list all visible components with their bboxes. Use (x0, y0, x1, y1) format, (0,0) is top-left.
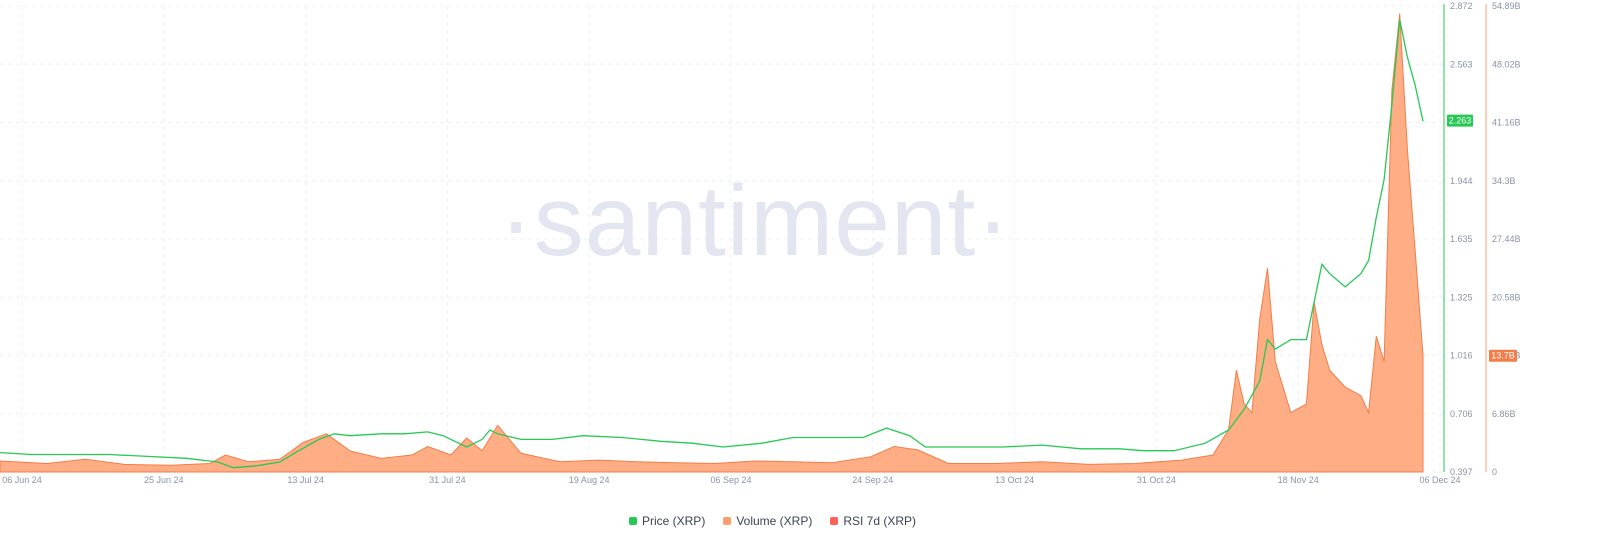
x-tick-label: 06 Dec 24 (1419, 475, 1460, 485)
legend-item-volume[interactable]: Volume (XRP) (723, 514, 812, 528)
volume-tick-label: 6.86B (1492, 409, 1516, 419)
volume-area (0, 13, 1424, 473)
price-tick-label: 1.944 (1450, 176, 1473, 186)
price-tick-label: 0.397 (1450, 467, 1473, 477)
watermark: ·santiment· (499, 165, 1010, 277)
x-tick-label: 31 Jul 24 (429, 475, 466, 485)
x-tick-label: 18 Nov 24 (1278, 475, 1319, 485)
price-series (0, 19, 1424, 469)
volume-badge-label: 13.7B (1491, 351, 1515, 361)
price-tick-label: 1.635 (1450, 234, 1473, 244)
price-line (0, 19, 1424, 469)
price-tick-label: 0.706 (1450, 409, 1473, 419)
x-tick-label: 19 Aug 24 (569, 475, 610, 485)
x-tick-label: 31 Oct 24 (1137, 475, 1176, 485)
price-badge (1447, 114, 1473, 127)
price-tick-label: 2.563 (1450, 59, 1473, 69)
volume-tick-label: 48.02B (1492, 59, 1521, 69)
x-tick-label: 25 Jun 24 (144, 475, 184, 485)
price-tick-label: 1.016 (1450, 351, 1473, 361)
x-tick-label: 24 Sep 24 (852, 475, 893, 485)
x-tick-label: 13 Oct 24 (995, 475, 1034, 485)
x-tick-label: 13 Jul 24 (287, 475, 324, 485)
volume-series (0, 13, 1424, 473)
price-tick-label: 2.872 (1450, 1, 1473, 11)
x-tick-label: 06 Sep 24 (710, 475, 751, 485)
chart-canvas: ·santiment· 2.87254.89B2.56348.02B2.2544… (0, 1, 1521, 485)
x-tick-label: 06 Jun 24 (2, 475, 42, 485)
legend-label-price: Price (XRP) (641, 514, 706, 528)
volume-tick-label: 0 (1492, 467, 1497, 477)
volume-badge (1489, 349, 1517, 362)
legend-label-volume: Volume (XRP) (736, 514, 813, 528)
legend-swatch-volume (723, 517, 732, 525)
legend-item-rsi[interactable]: RSI 7d (XRP) (830, 514, 916, 528)
volume-tick-label: 34.3B (1492, 176, 1516, 186)
legend-label-rsi: RSI 7d (XRP) (843, 514, 917, 528)
legend-swatch-price (628, 517, 637, 525)
volume-tick-label: 41.16B (1492, 118, 1521, 128)
legend: Price (XRP) Volume (XRP) RSI 7d (XRP) (0, 514, 1545, 528)
volume-tick-label: 27.44B (1492, 234, 1521, 244)
volume-tick-label: 20.58B (1492, 292, 1521, 302)
legend-swatch-rsi (830, 517, 839, 525)
volume-tick-label: 54.89B (1492, 1, 1521, 11)
legend-item-price[interactable]: Price (XRP) (628, 514, 706, 528)
price-tick-label: 1.325 (1450, 292, 1473, 302)
price-badge-label: 2.263 (1449, 116, 1472, 126)
current-value-badges: 2.263 13.7B (1447, 114, 1517, 362)
